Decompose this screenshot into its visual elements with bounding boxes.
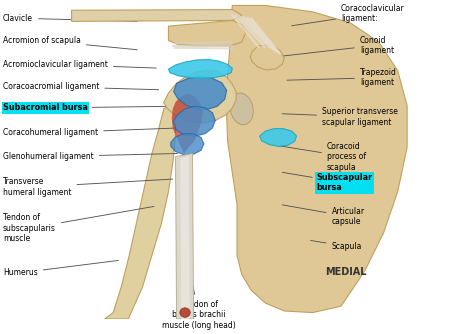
Text: Subscapular
bursa: Subscapular bursa (283, 172, 373, 192)
Polygon shape (164, 70, 236, 123)
Polygon shape (175, 153, 193, 319)
Text: MEDIAL: MEDIAL (325, 267, 366, 277)
Text: Subacromial bursa: Subacromial bursa (3, 104, 166, 113)
Text: Acromioclavicular ligament: Acromioclavicular ligament (3, 60, 156, 69)
Text: Humerus: Humerus (3, 261, 118, 277)
Ellipse shape (180, 308, 190, 317)
Polygon shape (72, 10, 242, 21)
Text: Articular
capsule: Articular capsule (283, 205, 365, 226)
Text: Superior transverse
scapular ligament: Superior transverse scapular ligament (283, 107, 398, 127)
Polygon shape (172, 94, 203, 153)
Polygon shape (173, 76, 227, 110)
Ellipse shape (230, 93, 253, 125)
Polygon shape (168, 20, 246, 46)
Text: Trapezoid
ligament: Trapezoid ligament (287, 68, 397, 88)
Polygon shape (227, 5, 407, 313)
Text: Clavicle: Clavicle (3, 14, 137, 23)
Polygon shape (250, 45, 284, 70)
Text: Acromion of scapula: Acromion of scapula (3, 36, 137, 50)
Polygon shape (173, 106, 215, 136)
Text: Conoid
ligament: Conoid ligament (283, 35, 394, 56)
Polygon shape (180, 156, 190, 319)
Text: Tendon of
subscapularis
muscle: Tendon of subscapularis muscle (3, 206, 154, 243)
Text: Tendon of
biceps brachii
muscle (long head): Tendon of biceps brachii muscle (long he… (162, 253, 236, 330)
Text: Glenohumeral ligament: Glenohumeral ligament (3, 152, 177, 161)
Polygon shape (168, 59, 232, 78)
Text: Transverse
humeral ligament: Transverse humeral ligament (3, 177, 173, 197)
Text: Coracoclavicular
ligament:: Coracoclavicular ligament: (292, 4, 405, 26)
Polygon shape (105, 103, 175, 319)
Polygon shape (260, 129, 297, 146)
Polygon shape (171, 134, 204, 155)
Text: Scapula: Scapula (310, 240, 362, 251)
Text: Coracoid
process of
scapula: Coracoid process of scapula (280, 142, 366, 172)
Text: Coracohumeral ligament: Coracohumeral ligament (3, 128, 175, 137)
Text: Coracoacromial ligament: Coracoacromial ligament (3, 82, 159, 91)
